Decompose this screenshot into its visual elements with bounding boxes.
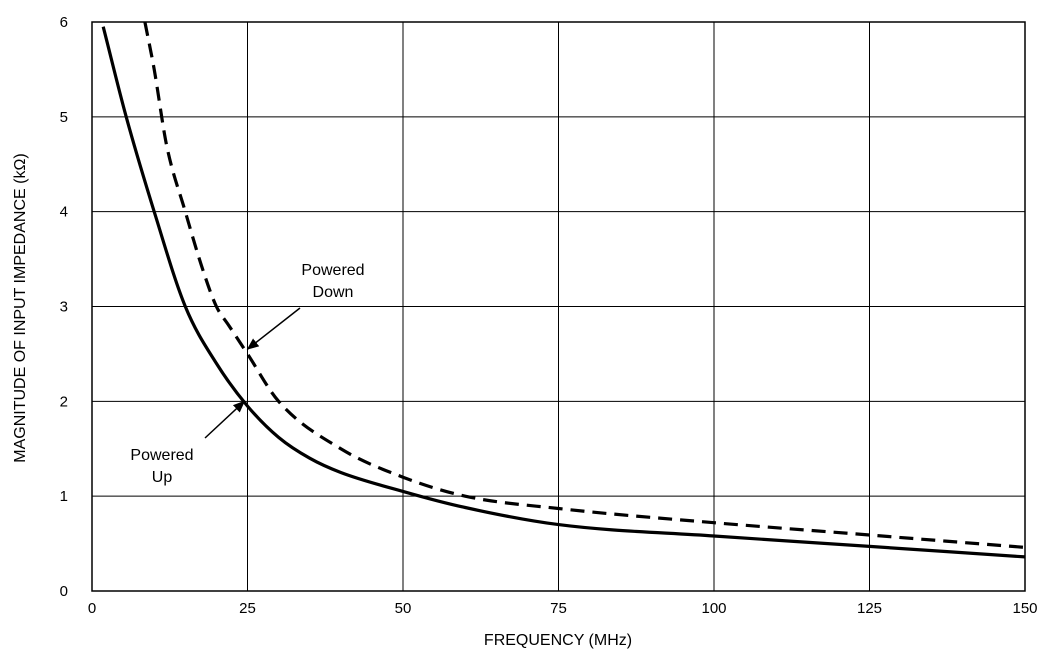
- y-tick-label: 6: [60, 14, 68, 31]
- y-tick-label: 4: [60, 204, 68, 221]
- y-tick-label: 2: [60, 393, 68, 410]
- x-tick-label: 150: [1012, 600, 1037, 617]
- x-tick-label: 50: [395, 600, 412, 617]
- annotation-label: Powered Up: [130, 447, 193, 486]
- series-line-powered-down: [143, 21, 1026, 549]
- series-group: [101, 21, 1026, 559]
- series-line-powered-up: [101, 26, 1026, 559]
- y-tick-label: 5: [60, 109, 68, 126]
- annotations: Powered Down Powered Up: [130, 262, 364, 486]
- annotation-arrow: [246, 307, 301, 350]
- y-tick-label: 3: [60, 299, 68, 316]
- y-tick-label: 1: [60, 488, 68, 505]
- x-tick-label: 75: [550, 600, 567, 617]
- x-tick-label: 100: [701, 600, 726, 617]
- y-axis-label: MAGNITUDE OF INPUT IMPEDANCE (kΩ): [12, 153, 29, 462]
- x-tick-label: 125: [857, 600, 882, 617]
- annotation-label: Powered Down: [301, 262, 364, 301]
- x-tick-label: 25: [239, 600, 256, 617]
- x-axis-label: FREQUENCY (MHz): [484, 632, 632, 649]
- y-tick-label: 0: [60, 583, 68, 600]
- annotation-arrow: [204, 400, 246, 439]
- tick-labels: 0 25 50 75 100 125 150 0 1 2 3 4 5 6: [60, 14, 1038, 617]
- x-tick-label: 0: [88, 600, 96, 617]
- grid: [91, 21, 1026, 592]
- plot-frame: [91, 21, 1026, 592]
